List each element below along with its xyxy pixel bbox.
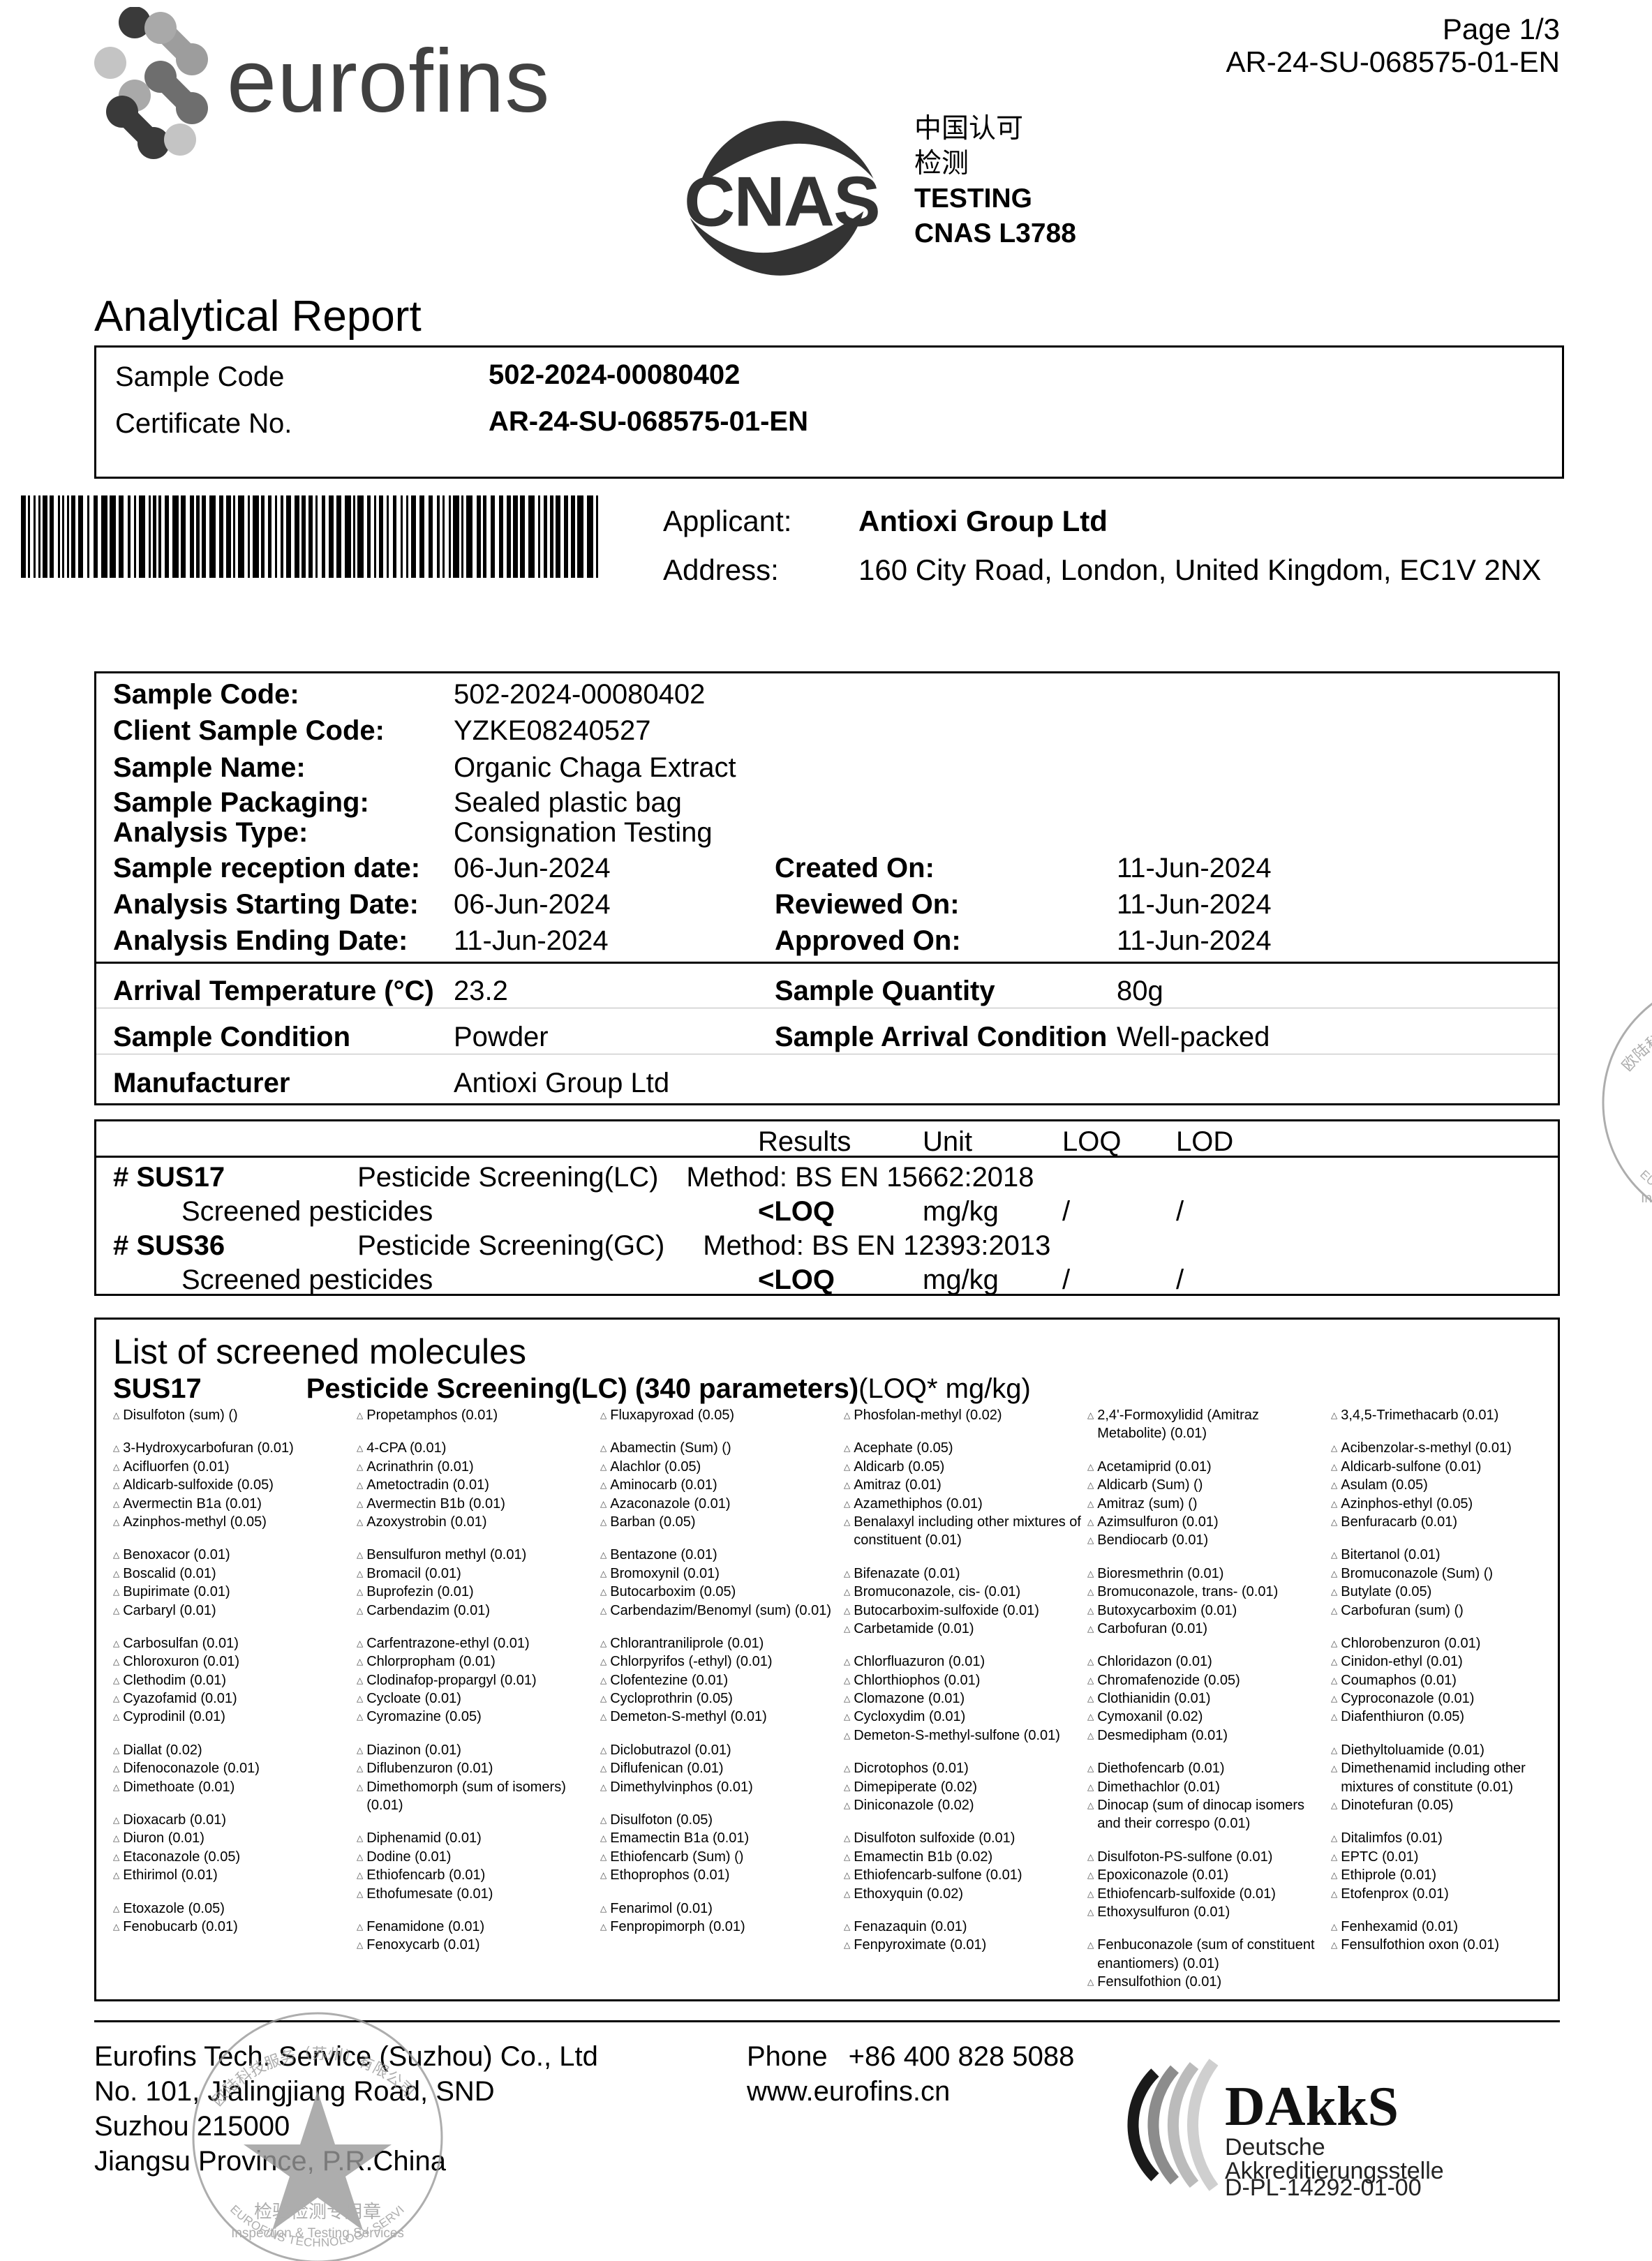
svg-text:eurofins: eurofins [227, 31, 550, 131]
svg-text:Deutsche: Deutsche [1225, 2134, 1325, 2161]
svg-text:Inspection & Testing Services: Inspection & Testing Services [1641, 1191, 1652, 1206]
svg-text:CNAS: CNAS [684, 162, 879, 241]
svg-text:DAkkS: DAkkS [1225, 2076, 1399, 2137]
svg-text:D-PL-14292-01-00: D-PL-14292-01-00 [1225, 2174, 1422, 2198]
svg-text:检验检测专用章: 检验检测专用章 [254, 2201, 381, 2222]
svg-text:欧陆科技服务（苏州）有限公司: 欧陆科技服务（苏州）有限公司 [209, 2045, 418, 2109]
